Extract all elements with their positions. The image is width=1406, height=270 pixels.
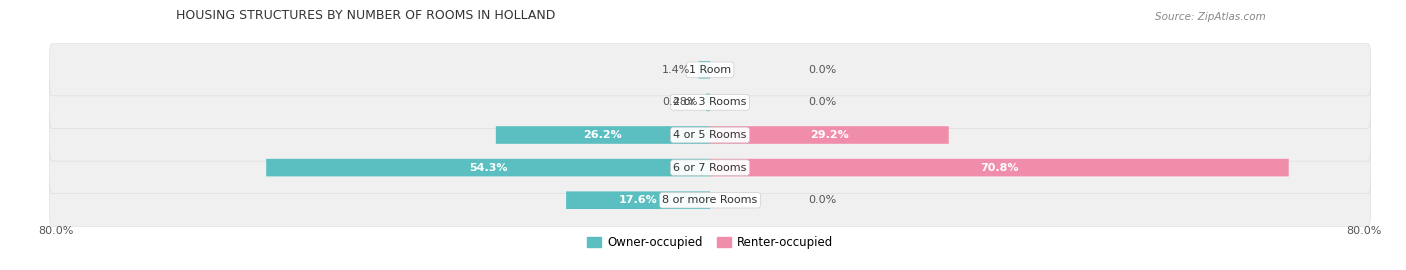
Text: 0.0%: 0.0% bbox=[808, 65, 837, 75]
Text: 26.2%: 26.2% bbox=[583, 130, 623, 140]
Text: 2 or 3 Rooms: 2 or 3 Rooms bbox=[673, 97, 747, 107]
FancyBboxPatch shape bbox=[266, 159, 710, 176]
FancyBboxPatch shape bbox=[567, 191, 710, 209]
Legend: Owner-occupied, Renter-occupied: Owner-occupied, Renter-occupied bbox=[582, 231, 838, 254]
FancyBboxPatch shape bbox=[49, 109, 1371, 161]
Text: 0.0%: 0.0% bbox=[808, 97, 837, 107]
Text: Source: ZipAtlas.com: Source: ZipAtlas.com bbox=[1154, 12, 1265, 22]
Text: 4 or 5 Rooms: 4 or 5 Rooms bbox=[673, 130, 747, 140]
Text: 1 Room: 1 Room bbox=[689, 65, 731, 75]
Text: 0.0%: 0.0% bbox=[808, 195, 837, 205]
FancyBboxPatch shape bbox=[49, 141, 1371, 194]
Text: 0.48%: 0.48% bbox=[662, 97, 697, 107]
Text: 1.4%: 1.4% bbox=[662, 65, 690, 75]
FancyBboxPatch shape bbox=[710, 126, 949, 144]
FancyBboxPatch shape bbox=[49, 76, 1371, 129]
Text: 8 or more Rooms: 8 or more Rooms bbox=[662, 195, 758, 205]
FancyBboxPatch shape bbox=[710, 159, 1289, 176]
FancyBboxPatch shape bbox=[49, 174, 1371, 226]
Text: 54.3%: 54.3% bbox=[468, 163, 508, 173]
FancyBboxPatch shape bbox=[706, 94, 710, 111]
Text: 29.2%: 29.2% bbox=[810, 130, 849, 140]
Text: 6 or 7 Rooms: 6 or 7 Rooms bbox=[673, 163, 747, 173]
Text: 17.6%: 17.6% bbox=[619, 195, 658, 205]
FancyBboxPatch shape bbox=[699, 61, 710, 79]
FancyBboxPatch shape bbox=[49, 44, 1371, 96]
Text: 70.8%: 70.8% bbox=[980, 163, 1018, 173]
FancyBboxPatch shape bbox=[496, 126, 710, 144]
Text: HOUSING STRUCTURES BY NUMBER OF ROOMS IN HOLLAND: HOUSING STRUCTURES BY NUMBER OF ROOMS IN… bbox=[176, 9, 555, 22]
